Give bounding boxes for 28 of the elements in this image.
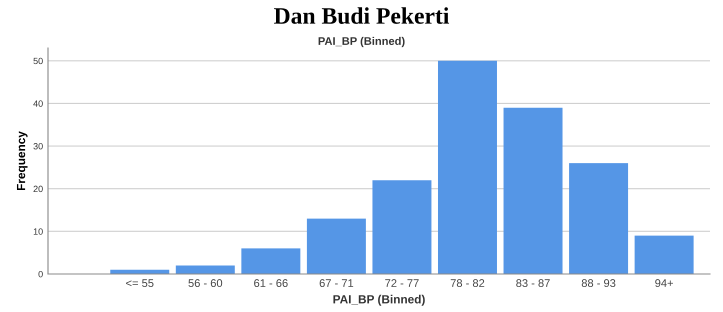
x-tick-label: 61 - 66 bbox=[254, 279, 288, 288]
bar bbox=[438, 60, 497, 274]
bar bbox=[504, 108, 563, 274]
y-tick-label: 40 bbox=[33, 100, 43, 107]
bar bbox=[306, 218, 366, 274]
y-tick-label: 20 bbox=[34, 186, 43, 192]
y-tick-label: 10 bbox=[34, 228, 43, 235]
x-tick-label: 67 - 71 bbox=[320, 279, 354, 288]
x-tick-label: 72 - 77 bbox=[385, 279, 419, 287]
bar bbox=[372, 180, 432, 274]
bar bbox=[569, 163, 628, 274]
x-tick-label: 94+ bbox=[655, 279, 673, 288]
bar bbox=[241, 248, 300, 274]
bar bbox=[634, 236, 694, 274]
bar bbox=[176, 265, 235, 274]
x-tick-label: 56 - 60 bbox=[188, 279, 222, 288]
chart-title: Dan Budi Pekerti bbox=[274, 7, 450, 24]
x-tick-label: <= 55 bbox=[126, 279, 154, 288]
x-tick-label: 83 - 87 bbox=[516, 279, 550, 288]
y-tick-label: 0 bbox=[38, 270, 43, 278]
bar bbox=[110, 270, 170, 274]
chart-subtitle: PAI_BP (Binned) bbox=[318, 36, 405, 48]
y-axis-title: Frequency bbox=[16, 131, 28, 190]
x-tick-label: 78 - 82 bbox=[450, 279, 484, 288]
x-tick-label: 88 - 93 bbox=[582, 279, 616, 288]
x-axis-title: PAI_BP (Binned) bbox=[333, 294, 425, 306]
y-tick-label: 30 bbox=[33, 143, 43, 150]
y-tick-label: 50 bbox=[33, 58, 43, 64]
